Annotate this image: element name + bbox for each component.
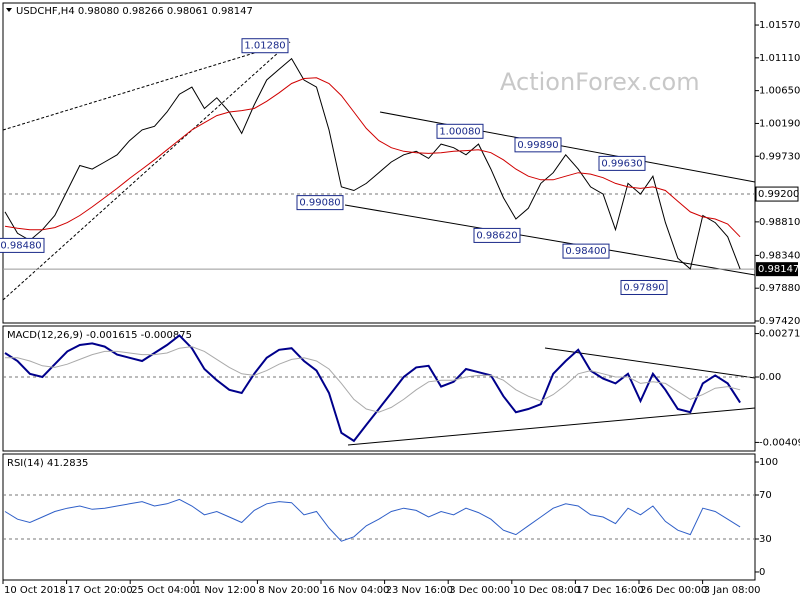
- y-tick-label: 0.97420: [759, 316, 800, 327]
- annotation-label: 0.99630: [601, 158, 642, 169]
- x-tick-label: 3 Dec 00:00: [449, 585, 510, 596]
- series-line: [4, 57, 741, 270]
- annotation-label: 0.97890: [623, 282, 664, 293]
- price-panel: [2, 2, 756, 324]
- macd-panel: [2, 325, 756, 452]
- annotation-label: 1.01280: [244, 41, 285, 52]
- y-tick-label: 0.97880: [759, 283, 800, 294]
- y-tick-label: 70: [759, 490, 772, 501]
- rsi-title: RSI(14) 41.2835: [7, 458, 88, 469]
- last-price-label: 0.98147: [758, 264, 799, 275]
- annotation-label: 1.00080: [439, 126, 480, 137]
- y-tick-label: -0.004093: [759, 437, 800, 448]
- annotation-box: [620, 279, 668, 295]
- rsi-panel: [2, 453, 756, 581]
- annotation-box: [473, 227, 521, 243]
- level-box: [755, 186, 799, 202]
- y-tick-label: 1.01570: [759, 20, 800, 31]
- y-tick-label: 0.002717: [759, 329, 800, 340]
- x-tick-label: 10 Dec 08:00: [513, 585, 580, 596]
- x-tick-label: 3 Jan 08:00: [704, 585, 761, 596]
- x-tick-label: 8 Nov 20:00: [258, 585, 319, 596]
- y-tick-label: 0.00: [759, 372, 781, 383]
- channel-line: [379, 111, 756, 183]
- x-tick-label: 16 Nov 04:00: [322, 585, 389, 596]
- annotation-box: [562, 243, 610, 259]
- annotation-box: [598, 155, 646, 171]
- trend-line: [347, 407, 756, 446]
- annotation-box: [0, 237, 45, 253]
- y-tick-label: 1.00650: [759, 86, 800, 97]
- x-tick-label: 25 Oct 04:00: [131, 585, 196, 596]
- y-tick-label: 0.99730: [759, 151, 800, 162]
- y-tick-label: 1.00190: [759, 118, 800, 129]
- annotation-box: [296, 195, 344, 211]
- series-line: [4, 77, 741, 238]
- channel-line: [344, 204, 756, 276]
- x-tick-label: 23 Nov 16:00: [386, 585, 453, 596]
- macd-title: MACD(12,26,9) -0.001615 -0.000875: [7, 330, 192, 341]
- y-tick-label: 30: [759, 534, 772, 545]
- level-label: 0.99200: [758, 189, 799, 200]
- chart-title: USDCHF,H4 0.98080 0.98266 0.98061 0.9814…: [16, 6, 253, 17]
- trend-line: [2, 41, 291, 131]
- annotation-label: 0.99080: [299, 198, 340, 209]
- y-tick-label: 0: [759, 567, 765, 578]
- x-tick-label: 1 Nov 12:00: [195, 585, 256, 596]
- trend-line: [2, 41, 291, 301]
- series-line: [4, 334, 741, 443]
- annotation-label: 0.98620: [476, 230, 517, 241]
- annotation-box: [514, 137, 562, 153]
- annotation-label: 0.98400: [565, 246, 606, 257]
- x-tick-label: 10 Oct 2018: [4, 585, 66, 596]
- y-tick-label: 0.98340: [759, 250, 800, 261]
- annotation-box: [241, 38, 289, 54]
- series-line: [4, 498, 741, 542]
- annotation-label: 0.98480: [0, 240, 41, 251]
- y-tick-label: 1.01110: [759, 53, 800, 64]
- y-tick-label: 0.98810: [759, 217, 800, 228]
- last-price-box: [756, 262, 798, 277]
- annotation-label: 0.99890: [517, 140, 558, 151]
- x-tick-label: 26 Dec 00:00: [640, 585, 707, 596]
- menu-arrow: [6, 8, 12, 12]
- annotation-box: [436, 123, 484, 139]
- x-tick-label: 17 Dec 16:00: [576, 585, 643, 596]
- y-tick-label: 100: [759, 457, 778, 468]
- x-tick-label: 17 Oct 20:00: [68, 585, 133, 596]
- watermark: ActionForex.com: [500, 68, 700, 96]
- series-line: [5, 346, 741, 413]
